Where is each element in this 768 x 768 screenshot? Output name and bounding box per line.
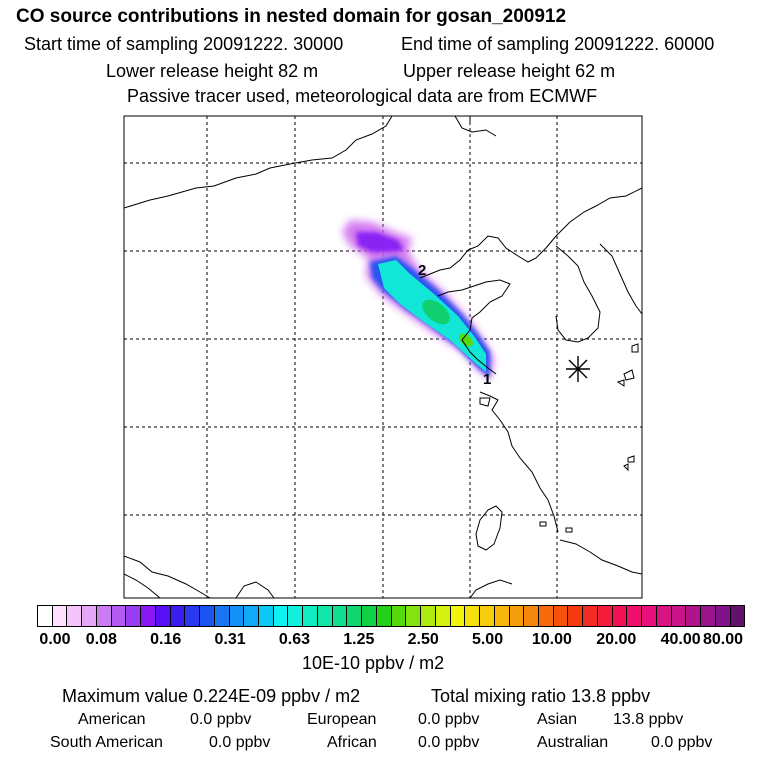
colorbar-segment xyxy=(583,606,598,626)
colorbar-segment xyxy=(450,606,466,626)
colorbar-segment xyxy=(406,606,422,626)
region-name-european: European xyxy=(307,711,377,728)
colorbar-tick-label: 20.00 xyxy=(596,631,637,648)
region-value-african: 0.0 ppbv xyxy=(418,734,480,751)
colorbar-tick-label: 5.00 xyxy=(471,631,504,648)
colorbar-segment xyxy=(686,606,702,626)
colorbar-tick-label: 80.00 xyxy=(702,631,744,648)
start-time-label: Start time of sampling 20091222. 30000 xyxy=(24,34,344,54)
colorbar-segment xyxy=(229,606,245,626)
colorbar-segment xyxy=(347,606,363,626)
colorbar-segment xyxy=(332,606,348,626)
colorbar-segment xyxy=(141,606,156,626)
colorbar-segment xyxy=(465,606,481,626)
gosan-receptor-icon xyxy=(566,356,590,382)
colorbar-segment xyxy=(303,606,318,626)
lower-release-label: Lower release height 82 m xyxy=(106,61,319,81)
region-value-asian: 13.8 ppbv xyxy=(613,711,684,728)
colorbar-segment xyxy=(568,606,584,626)
colorbar-segment xyxy=(597,606,613,626)
colorbar-segment xyxy=(627,606,643,626)
upper-release-label: Upper release height 62 m xyxy=(403,61,616,81)
colorbar-segment xyxy=(185,606,201,626)
tracer-note: Passive tracer used, meteorological data… xyxy=(127,86,598,106)
taiwan-island xyxy=(475,505,503,551)
colorbar-segment xyxy=(480,606,495,626)
colorbar-segment xyxy=(421,606,436,626)
colorbar-unit: 10E-10 ppbv / m2 xyxy=(302,653,445,673)
co-footprint-plume xyxy=(342,220,494,380)
footprint-map: 2 1 xyxy=(123,115,643,599)
marker-2: 2 xyxy=(418,262,426,279)
region-name-african: African xyxy=(327,734,377,751)
max-value-label: Maximum value 0.224E-09 ppbv / m2 xyxy=(62,686,361,706)
colorbar-segment xyxy=(111,606,127,626)
colorbar-segment xyxy=(701,606,716,626)
colorbar-segment xyxy=(96,606,112,626)
region-name-australian: Australian xyxy=(537,734,609,751)
colorbar-segment xyxy=(82,606,97,626)
colorbar-segment xyxy=(524,606,539,626)
coastlines xyxy=(123,115,643,599)
colorbar-tick-label: 10.00 xyxy=(531,631,572,648)
colorbar-tick-label: 0.63 xyxy=(278,631,311,648)
region-name-american: American xyxy=(78,711,146,728)
colorbar-segment xyxy=(126,606,142,626)
colorbar-segment xyxy=(509,606,525,626)
colorbar-segment xyxy=(435,606,451,626)
region-name-south-american: South American xyxy=(50,734,163,751)
colorbar-segment xyxy=(362,606,377,626)
colorbar-tick-label: 0.31 xyxy=(214,631,246,648)
colorbar-segment xyxy=(671,606,687,626)
map-title: CO source contributions in nested domain… xyxy=(16,6,567,27)
colorbar-tick-label: 0.16 xyxy=(150,631,182,648)
colorbar-segment xyxy=(656,606,672,626)
colorbar-segment xyxy=(612,606,628,626)
colorbar-segment xyxy=(259,606,274,626)
colorbar-segment xyxy=(200,606,215,626)
colorbar-segment xyxy=(214,606,230,626)
colorbar-segment xyxy=(273,606,289,626)
colorbar-segment xyxy=(244,606,260,626)
colorbar-tick-label: 2.50 xyxy=(407,631,439,648)
region-value-european: 0.0 ppbv xyxy=(418,711,480,728)
colorbar-segment xyxy=(715,606,731,626)
colorbar-segment xyxy=(376,606,392,626)
colorbar-segment xyxy=(494,606,510,626)
colorbar-segment xyxy=(730,606,745,626)
colorbar-tick-label: 0.08 xyxy=(85,631,117,648)
region-value-american: 0.0 ppbv xyxy=(190,711,252,728)
region-name-asian: Asian xyxy=(537,711,578,728)
colorbar-segment xyxy=(170,606,186,626)
colorbar-segment xyxy=(642,606,657,626)
colorbar-segment xyxy=(155,606,171,626)
colorbar-segment xyxy=(288,606,304,626)
colorbar-segment xyxy=(38,606,53,626)
colorbar-segment xyxy=(553,606,569,626)
small-islands xyxy=(479,343,639,533)
colorbar-segment xyxy=(391,606,407,626)
colorbar-segment xyxy=(317,606,333,626)
marker-1: 1 xyxy=(483,371,491,388)
end-time-label: End time of sampling 20091222. 60000 xyxy=(401,34,715,54)
colorbar-segment xyxy=(538,606,554,626)
colorbar-segment xyxy=(52,606,68,626)
colorbar-segment xyxy=(67,606,83,626)
region-value-south-american: 0.0 ppbv xyxy=(209,734,271,751)
region-value-australian: 0.0 ppbv xyxy=(651,734,713,751)
colorbar-tick-label: 40.00 xyxy=(660,631,701,648)
colorbar-tick-label: 0.00 xyxy=(39,631,71,648)
total-mixing-label: Total mixing ratio 13.8 ppbv xyxy=(431,686,651,706)
colorbar xyxy=(37,605,745,627)
colorbar-tick-label: 1.25 xyxy=(343,631,375,648)
